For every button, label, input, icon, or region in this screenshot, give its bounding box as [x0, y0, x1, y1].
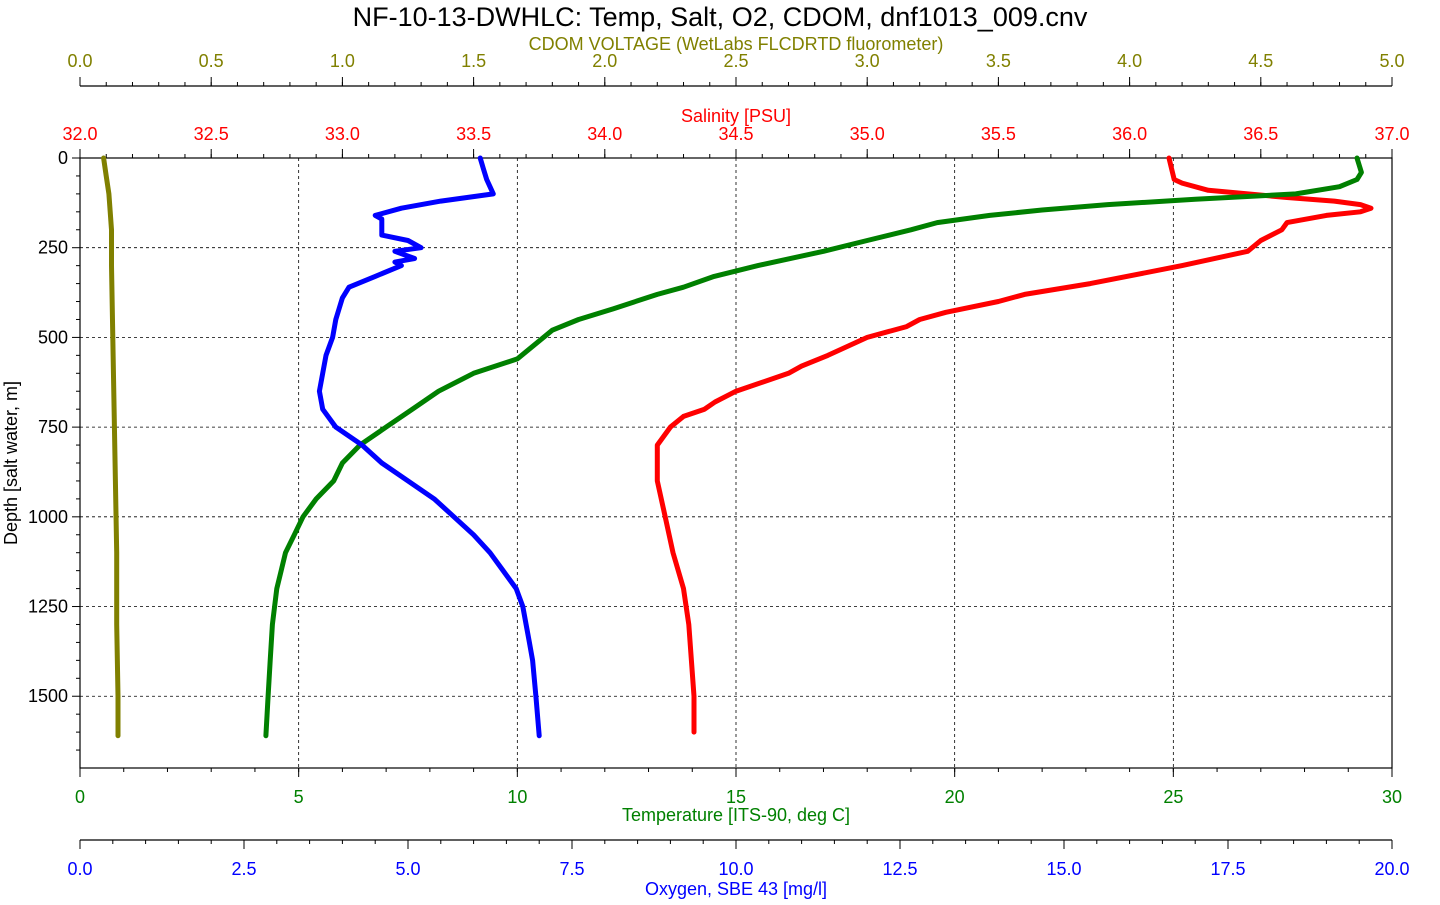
temperature-tick-label: 10 — [507, 787, 527, 807]
temperature-tick-label: 20 — [945, 787, 965, 807]
oxygen-profile-line — [316, 155, 542, 739]
salinity-tick-label: 34.5 — [718, 124, 753, 144]
oxygen-tick-label: 2.5 — [231, 859, 256, 879]
cdom-tick-label: 0.0 — [67, 51, 92, 71]
temperature-tick-label: 15 — [726, 787, 746, 807]
oxygen-tick-label: 10.0 — [718, 859, 753, 879]
oxygen-tick-label: 0.0 — [67, 859, 92, 879]
cdom-tick-label: 1.5 — [461, 51, 486, 71]
oxygen-tick-label: 17.5 — [1210, 859, 1245, 879]
oxygen-tick-label: 5.0 — [395, 859, 420, 879]
y-tick-label: 750 — [38, 417, 68, 437]
y-tick-label: 250 — [38, 238, 68, 258]
cdom-tick-label: 3.5 — [986, 51, 1011, 71]
salinity-profile-line — [654, 155, 1374, 735]
temperature-tick-label: 5 — [294, 787, 304, 807]
salinity-tick-label: 33.5 — [456, 124, 491, 144]
oxygen-tick-label: 12.5 — [882, 859, 917, 879]
cdom-tick-label: 4.0 — [1117, 51, 1142, 71]
y-tick-label: 1000 — [28, 507, 68, 527]
salinity-tick-label: 37.0 — [1374, 124, 1409, 144]
temperature-axis-label: Temperature [ITS-90, deg C] — [622, 805, 850, 825]
salinity-tick-label: 34.0 — [587, 124, 622, 144]
temperature-profile-line — [263, 155, 1364, 739]
cdom-tick-label: 2.0 — [592, 51, 617, 71]
y-tick-label: 0 — [58, 148, 68, 168]
series-layer — [101, 155, 1374, 739]
y-tick-label: 500 — [38, 327, 68, 347]
oxygen-axis-label: Oxygen, SBE 43 [mg/l] — [645, 879, 827, 899]
cdom-tick-label: 4.5 — [1248, 51, 1273, 71]
salinity-tick-label: 35.5 — [981, 124, 1016, 144]
cdom-profile-line — [101, 155, 121, 739]
salinity-tick-label: 36.5 — [1243, 124, 1278, 144]
temperature-tick-label: 25 — [1163, 787, 1183, 807]
salinity-tick-label: 36.0 — [1112, 124, 1147, 144]
cdom-tick-label: 0.5 — [199, 51, 224, 71]
salinity-tick-label: 32.5 — [194, 124, 229, 144]
y-tick-label: 1250 — [28, 597, 68, 617]
cdom-tick-label: 1.0 — [330, 51, 355, 71]
cdom-axis-label: CDOM VOLTAGE (WetLabs FLCDRTD fluoromete… — [529, 34, 944, 54]
temperature-tick-label: 30 — [1382, 787, 1402, 807]
oxygen-tick-label: 15.0 — [1046, 859, 1081, 879]
cdom-tick-label: 2.5 — [723, 51, 748, 71]
oxygen-tick-label: 20.0 — [1374, 859, 1409, 879]
salinity-tick-label: 33.0 — [325, 124, 360, 144]
oxygen-tick-label: 7.5 — [559, 859, 584, 879]
salinity-tick-label: 35.0 — [850, 124, 885, 144]
cdom-tick-label: 3.0 — [855, 51, 880, 71]
cdom-tick-label: 5.0 — [1379, 51, 1404, 71]
chart-title: NF-10-13-DWHLC: Temp, Salt, O2, CDOM, dn… — [353, 2, 1088, 32]
salinity-axis-label: Salinity [PSU] — [681, 106, 791, 126]
salinity-tick-label: 32.0 — [62, 124, 97, 144]
depth-axis-label: Depth [salt water, m] — [1, 381, 21, 545]
grid-layer — [80, 158, 1392, 768]
temperature-tick-label: 0 — [75, 787, 85, 807]
y-tick-label: 1500 — [28, 686, 68, 706]
